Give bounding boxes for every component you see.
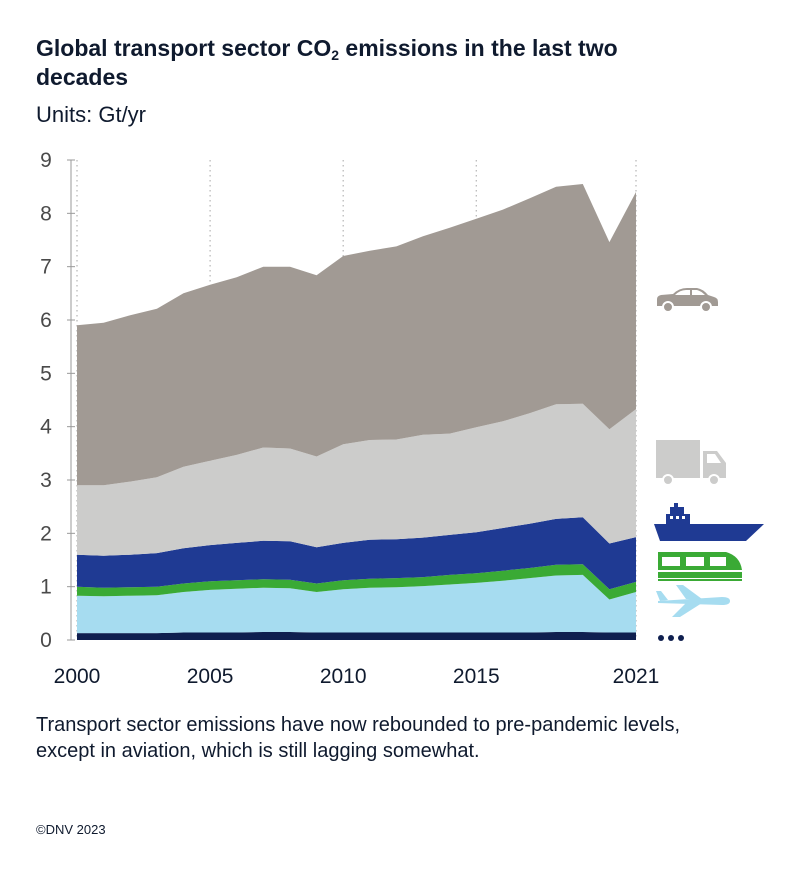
y-tick-label: 1: [40, 576, 52, 599]
plane-icon: [656, 585, 730, 617]
title-subscript: 2: [331, 47, 340, 63]
y-tick-label: 4: [40, 416, 52, 439]
y-tick-label: 6: [40, 309, 52, 332]
y-tick-label: 5: [40, 362, 52, 385]
caption-text: Transport sector emissions have now rebo…: [36, 714, 681, 762]
area-rail: [77, 564, 636, 600]
x-tick-label: 2015: [453, 665, 500, 688]
x-tick-label: 2005: [187, 665, 234, 688]
car-icon: [657, 288, 718, 313]
truck-icon: [656, 440, 726, 486]
axes: 0 1 2 3 4 5 6 7 8 9 2000 2005 2010 2015 2021: [40, 149, 659, 688]
area-passenger-cars: [77, 184, 636, 486]
area-chart: 0 1 2 3 4 5 6 7 8 9 2000 2005 2010 2015 2021: [40, 149, 764, 688]
dots-icon: [658, 635, 684, 641]
areas: [77, 184, 636, 640]
units-label: Units: Gt/yr: [36, 102, 147, 127]
y-tick-label: 9: [40, 149, 52, 172]
y-tick-label: 3: [40, 469, 52, 492]
x-tick-label: 2021: [613, 665, 660, 688]
train-icon: [658, 552, 742, 581]
y-tick-label: 7: [40, 256, 52, 279]
y-tick-label: 0: [40, 629, 52, 652]
area-other: [77, 632, 636, 640]
x-tick-label: 2000: [54, 665, 101, 688]
area-road-freight: [77, 403, 636, 556]
ship-icon: [654, 503, 764, 541]
area-shipping: [77, 517, 636, 590]
legend-icons: [654, 288, 764, 641]
y-tick-label: 8: [40, 202, 52, 225]
copyright-text: ©DNV 2023: [36, 822, 106, 837]
x-tick-label: 2010: [320, 665, 367, 688]
chart-title: Global transport sector CO2 emissions in…: [36, 35, 618, 90]
y-tick-label: 2: [40, 522, 52, 545]
area-aviation: [77, 574, 636, 634]
